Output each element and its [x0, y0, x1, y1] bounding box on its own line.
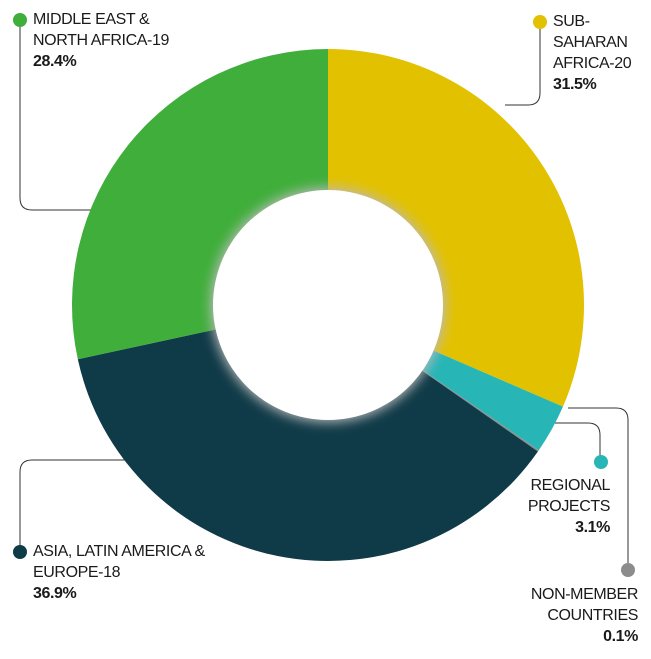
slice: [328, 49, 584, 407]
leader-line: [568, 407, 629, 570]
legend-dot: [13, 13, 27, 27]
slice: [418, 348, 563, 451]
value-label: 0.1%: [603, 628, 638, 645]
value-label: 3.1%: [575, 519, 610, 536]
slice: [71, 49, 328, 360]
slice: [77, 328, 538, 561]
legend-dot: [13, 545, 27, 559]
category-label: REGIONAL PROJECTS: [527, 477, 611, 515]
category-label: MIDDLE EAST & NORTH AFRICA-19: [33, 11, 169, 49]
slice-label: REGIONAL PROJECTS 3.1%: [520, 475, 611, 538]
slice: [418, 367, 539, 452]
leader-line: [19, 459, 152, 552]
slices: [71, 49, 584, 561]
slice-label: SUB-SAHARAN AFRICA-20 31.5%: [553, 11, 645, 95]
category-label: NON-MEMBER COUNTRIES: [530, 586, 639, 624]
slice-label: MIDDLE EAST & NORTH AFRICA-19 28.4%: [33, 9, 175, 72]
legend-dots: [13, 13, 635, 577]
leader-line: [19, 20, 98, 211]
slice-label: ASIA, LATIN AMERICA & EUROPE-18 36.9%: [33, 541, 211, 604]
value-label: 31.5%: [553, 76, 597, 93]
legend-dot: [594, 455, 608, 469]
legend-dot: [533, 15, 547, 29]
value-label: 36.9%: [33, 585, 77, 602]
slice-label: NON-MEMBER COUNTRIES 0.1%: [522, 584, 639, 647]
leader-line: [552, 422, 601, 462]
leader-lines: [19, 20, 629, 570]
legend-dot: [621, 563, 635, 577]
leader-line: [505, 22, 541, 106]
value-label: 28.4%: [33, 53, 77, 70]
category-label: SUB-SAHARAN AFRICA-20: [553, 13, 632, 72]
hole: [213, 190, 443, 420]
category-label: ASIA, LATIN AMERICA & EUROPE-18: [33, 543, 205, 581]
